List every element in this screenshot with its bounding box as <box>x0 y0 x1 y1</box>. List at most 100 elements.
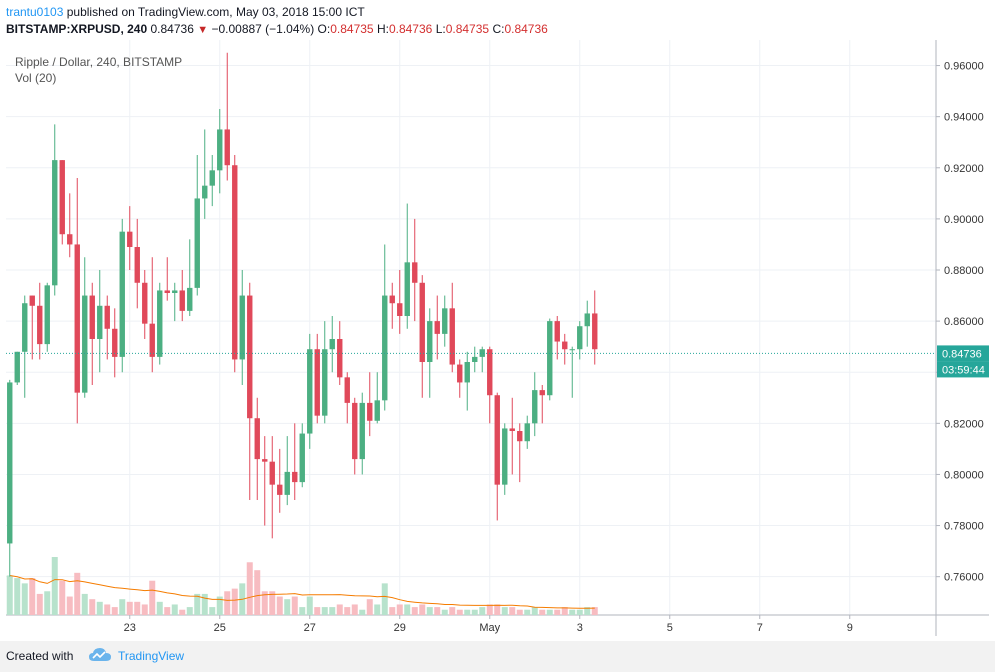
candle-body <box>329 339 335 350</box>
candle-body <box>209 170 215 186</box>
y-tick-label: 0.92000 <box>944 163 984 175</box>
candle <box>277 448 283 513</box>
candle-body <box>44 285 50 345</box>
volume-bar <box>411 607 418 615</box>
chart-legend: Ripple / Dollar, 240, BITSTAMP Vol (20) <box>15 54 182 86</box>
candle <box>239 270 245 385</box>
volume-bar <box>404 604 411 615</box>
volume-bar <box>6 575 13 615</box>
candle <box>509 397 515 475</box>
candle-body <box>164 290 170 293</box>
candle-body <box>247 295 253 419</box>
price-chart[interactable]: 0.96000 0.94000 0.92000 0.90000 0.88000 0.860… <box>6 40 989 636</box>
candle-body <box>569 349 575 351</box>
volume-bar <box>66 596 73 615</box>
volume-bar <box>81 593 88 615</box>
volume-bar <box>419 604 426 615</box>
author-link[interactable]: trantu0103 <box>6 5 64 19</box>
candle-body <box>509 428 515 431</box>
candle-body <box>427 321 433 362</box>
volume-bar <box>366 599 373 615</box>
candle <box>472 346 478 373</box>
volume-bar <box>576 609 583 615</box>
candle-body <box>292 471 298 483</box>
candle <box>37 282 43 360</box>
candle-body <box>262 459 268 462</box>
candle-body <box>389 295 395 304</box>
volume-bar <box>149 580 156 615</box>
publish-line: trantu0103 published on TradingView.com,… <box>6 5 365 19</box>
candle <box>112 308 118 378</box>
candle-body <box>22 303 28 352</box>
published-text: published on TradingView.com, May 03, 20… <box>66 5 365 19</box>
close-value: 0.84736 <box>504 22 548 36</box>
candle-body <box>404 262 410 316</box>
candle <box>517 423 523 483</box>
candle <box>284 436 290 506</box>
candle <box>539 385 545 424</box>
volume-bar <box>509 607 516 615</box>
tradingview-link[interactable]: TradingView <box>118 649 185 663</box>
candle <box>532 372 538 437</box>
volume-bar <box>554 609 561 615</box>
volume-bar <box>246 562 253 615</box>
candle <box>307 333 313 449</box>
x-tick-label: 29 <box>394 622 406 634</box>
candle <box>554 316 560 360</box>
chart-header: trantu0103 published on TradingView.com,… <box>0 0 995 40</box>
candle <box>194 155 200 296</box>
volume-bar <box>584 607 591 615</box>
candle <box>584 300 590 347</box>
candle-body <box>434 321 440 334</box>
candle <box>179 270 185 322</box>
candle <box>547 318 553 401</box>
candle <box>134 218 140 309</box>
candle-body <box>202 185 208 199</box>
candle <box>299 423 305 488</box>
volume-bar <box>89 599 96 615</box>
volume-bar <box>374 604 381 615</box>
candle-body <box>337 339 343 378</box>
candle <box>457 359 463 398</box>
candle-body <box>487 349 493 396</box>
volume-bar <box>486 604 493 615</box>
y-tick-label: 0.80000 <box>944 469 984 481</box>
tradingview-cloud-icon[interactable] <box>88 646 112 664</box>
volume-bar <box>321 607 328 615</box>
candle <box>67 193 73 258</box>
volume-bar <box>464 609 471 615</box>
candle-body <box>7 382 13 544</box>
volume-bar <box>224 591 231 615</box>
candle-body <box>547 321 553 396</box>
volume-bar <box>119 599 126 615</box>
chart-area[interactable]: 0.96000 0.94000 0.92000 0.90000 0.88000 0.860… <box>6 40 989 636</box>
volume-bar <box>216 596 223 615</box>
candle-body <box>539 390 545 396</box>
candle-body <box>142 282 148 324</box>
candle <box>164 257 170 301</box>
y-tick-label: 0.86000 <box>944 316 984 328</box>
candle <box>352 397 358 475</box>
candle <box>562 333 568 365</box>
candle <box>142 270 148 339</box>
volume-bar <box>501 607 508 615</box>
volume-bar <box>59 580 66 615</box>
candle-body <box>584 313 590 327</box>
candle-body <box>172 290 178 293</box>
candle-body <box>119 231 125 357</box>
candle <box>247 282 253 500</box>
candle <box>502 423 508 495</box>
volume-bar <box>516 609 523 615</box>
candle <box>232 155 238 373</box>
candle-body <box>494 395 500 485</box>
candle <box>434 295 440 360</box>
candle <box>397 270 403 334</box>
series-title: Ripple / Dollar, 240, BITSTAMP <box>15 55 183 69</box>
volume-bar <box>104 604 111 615</box>
candle <box>187 239 193 316</box>
x-tick-label: May <box>479 622 500 634</box>
candle-body <box>59 160 65 235</box>
candle <box>104 295 110 360</box>
candle-body <box>359 402 365 460</box>
volume-bar <box>389 607 396 615</box>
